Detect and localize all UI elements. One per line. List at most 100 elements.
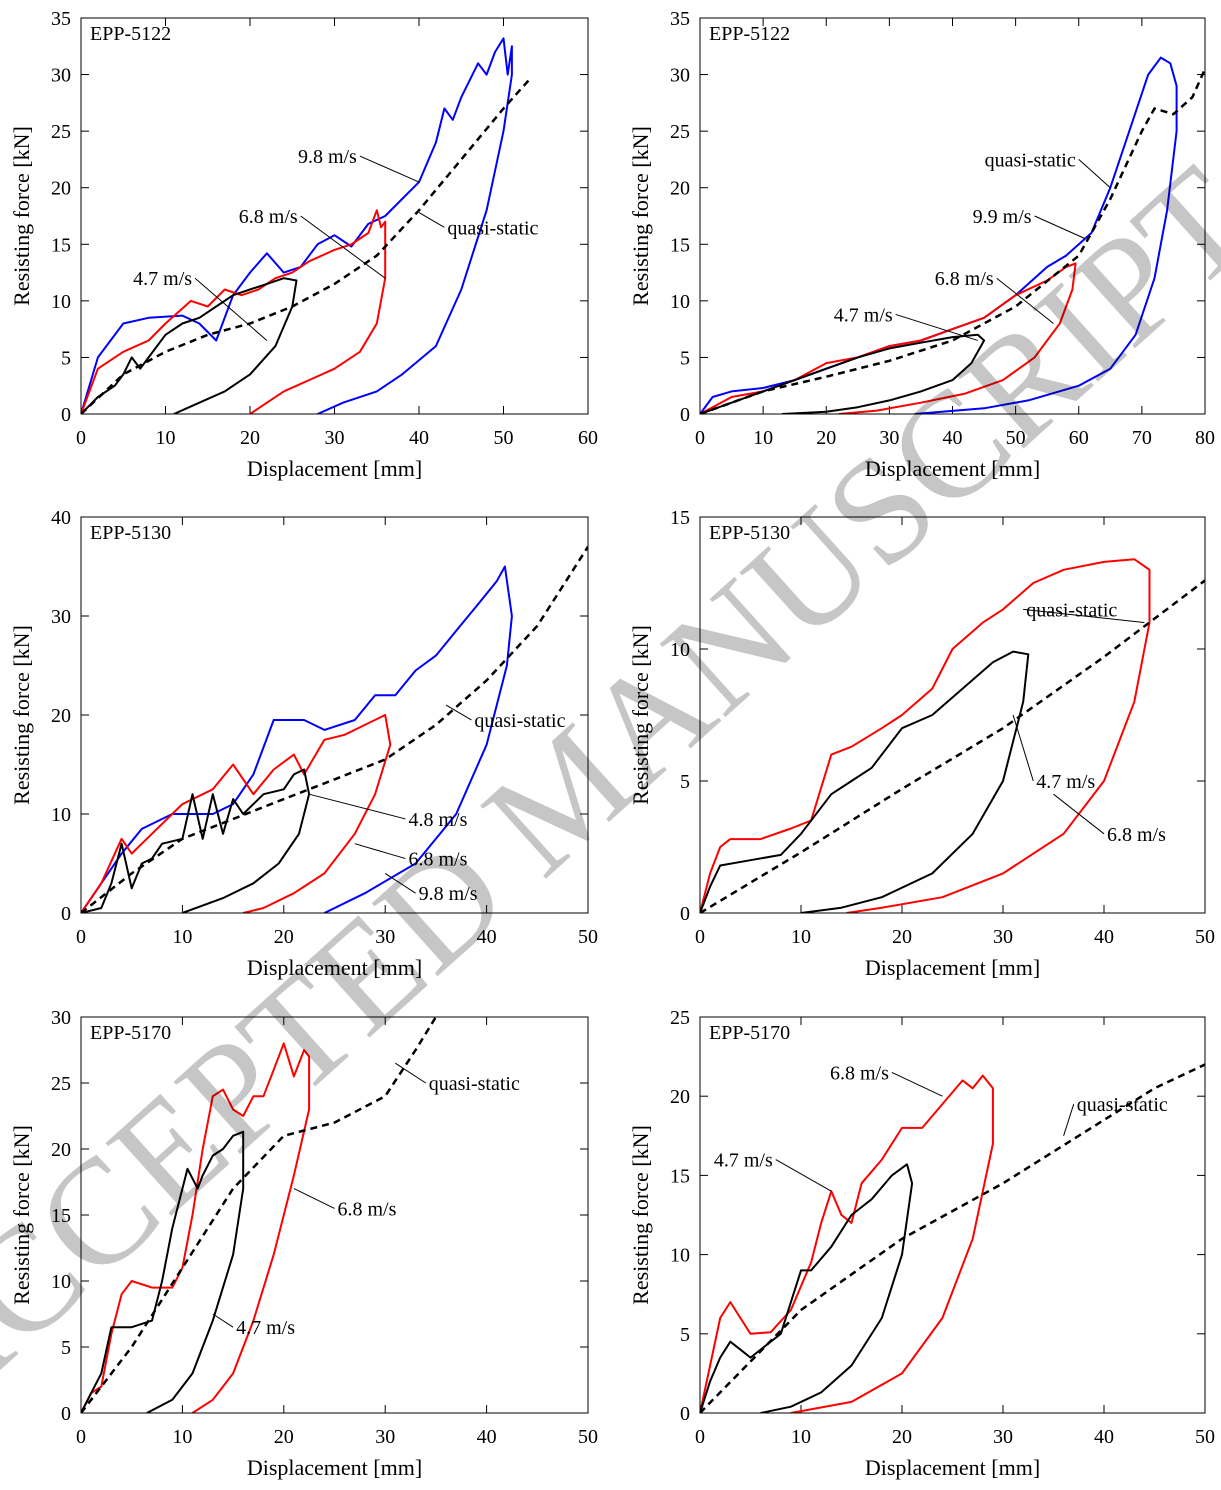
x-tick-label: 20: [816, 427, 836, 449]
series-label: 4.7 m/s: [1036, 771, 1095, 793]
leader-line: [384, 872, 416, 894]
x-tick-label: 60: [1069, 427, 1089, 449]
x-tick-label: 10: [753, 427, 773, 449]
series-label: 4.7 m/s: [236, 1317, 295, 1339]
data-line: [700, 579, 1205, 913]
series-label: quasi-static: [474, 710, 565, 732]
leader-line: [996, 277, 1054, 324]
y-tick-label: 15: [51, 1205, 71, 1227]
data-line: [81, 1042, 311, 1413]
series-label: 4.7 m/s: [834, 304, 893, 326]
x-tick-label: 30: [375, 1426, 395, 1448]
y-tick-label: 5: [61, 1337, 71, 1359]
data-line: [81, 79, 530, 414]
series-label: 6.8 m/s: [1107, 824, 1166, 846]
y-tick-label: 15: [670, 507, 690, 529]
plot-frame: [699, 1016, 1206, 1414]
x-tick-label: 40: [943, 427, 963, 449]
x-tick-label: 0: [76, 427, 86, 449]
series-label: quasi-static: [985, 149, 1076, 171]
x-axis-title: Displacement [mm]: [247, 456, 422, 481]
x-axis-title: Displacement [mm]: [865, 1455, 1040, 1480]
leader-line: [1078, 159, 1111, 189]
x-tick-label: 30: [993, 926, 1013, 948]
y-tick-label: 15: [51, 234, 71, 256]
y-tick-label: 5: [680, 347, 690, 369]
x-tick-label: 40: [477, 1426, 497, 1448]
x-tick-label: 50: [494, 427, 514, 449]
y-axis-title: Resisting force [kN]: [9, 1125, 34, 1305]
series-label: 6.8 m/s: [408, 849, 467, 871]
data-line: [81, 565, 513, 913]
series-label: 6.8 m/s: [239, 206, 298, 228]
x-tick-label: 30: [993, 1426, 1013, 1448]
x-tick-label: 30: [879, 427, 899, 449]
x-tick-label: 20: [892, 1426, 912, 1448]
y-tick-label: 5: [61, 347, 71, 369]
y-tick-label: 20: [51, 178, 71, 200]
series-group: [700, 558, 1205, 913]
series-label: quasi-static: [429, 1073, 520, 1095]
panel: 0 10 20 30 40 50 0 5 10 15 20 25 30 6.8 m/s 4.7 m/s qua…: [9, 1007, 598, 1480]
leader-line: [359, 155, 420, 183]
panel-label: EPP-5170: [90, 1022, 171, 1044]
plot-frame: [699, 17, 1206, 415]
y-tick-label: 15: [670, 1165, 690, 1187]
y-tick-label: 10: [670, 1245, 690, 1267]
data-line: [81, 546, 588, 913]
y-tick-label: 35: [51, 8, 71, 30]
data-line: [81, 209, 387, 414]
y-tick-label: 30: [670, 65, 690, 87]
plot-frame: [80, 1016, 589, 1414]
y-tick-label: 10: [51, 1271, 71, 1293]
leader-line: [1023, 608, 1145, 624]
data-line: [700, 1074, 994, 1413]
y-tick-label: 5: [680, 1324, 690, 1346]
x-axis-title: Displacement [mm]: [865, 456, 1040, 481]
x-tick-label: 20: [240, 427, 260, 449]
series-label: quasi-static: [1026, 599, 1117, 621]
panel-label: EPP-5170: [709, 1022, 790, 1044]
leader-line: [775, 1159, 832, 1192]
x-tick-label: 40: [1094, 1426, 1114, 1448]
series-group: [81, 37, 530, 414]
x-tick-label: 40: [409, 427, 429, 449]
y-axis-title: Resisting force [kN]: [9, 625, 34, 805]
panel-label: EPP-5130: [709, 522, 790, 544]
leader-line: [395, 1062, 427, 1084]
x-tick-label: 10: [791, 926, 811, 948]
panel: 0 10 20 30 40 50 60 0 5 10 15 20 25 30 35 9.8 m/s 6.8 m/…: [9, 8, 598, 481]
y-tick-label: 10: [51, 291, 71, 313]
leader-line: [309, 793, 406, 820]
y-tick-label: 20: [51, 1139, 71, 1161]
y-tick-label: 25: [51, 1073, 71, 1095]
y-tick-label: 35: [670, 8, 690, 30]
x-axis-title: Displacement [mm]: [865, 955, 1040, 980]
x-tick-label: 70: [1132, 427, 1152, 449]
x-tick-label: 40: [1094, 926, 1114, 948]
leader-line: [1053, 793, 1105, 835]
series-label: quasi-static: [447, 217, 538, 239]
leader-line: [1063, 1103, 1075, 1136]
y-tick-label: 30: [51, 1007, 71, 1029]
series-label: 9.8 m/s: [419, 883, 478, 905]
x-tick-label: 0: [695, 926, 705, 948]
x-tick-label: 10: [172, 1426, 192, 1448]
data-line: [81, 1130, 245, 1413]
y-tick-label: 15: [670, 234, 690, 256]
leader-line: [194, 277, 268, 341]
series-label: 6.8 m/s: [830, 1062, 889, 1084]
x-tick-label: 50: [1195, 1426, 1215, 1448]
x-tick-label: 20: [892, 926, 912, 948]
x-tick-label: 30: [375, 926, 395, 948]
y-tick-label: 25: [51, 121, 71, 143]
x-tick-label: 10: [791, 1426, 811, 1448]
y-tick-label: 5: [680, 771, 690, 793]
y-tick-label: 25: [670, 121, 690, 143]
x-tick-label: 0: [695, 427, 705, 449]
panel-label: EPP-5122: [90, 23, 171, 45]
y-tick-label: 30: [51, 606, 71, 628]
x-tick-label: 30: [325, 427, 345, 449]
series-label: 4.8 m/s: [408, 809, 467, 831]
y-axis-title: Resisting force [kN]: [628, 1125, 653, 1305]
